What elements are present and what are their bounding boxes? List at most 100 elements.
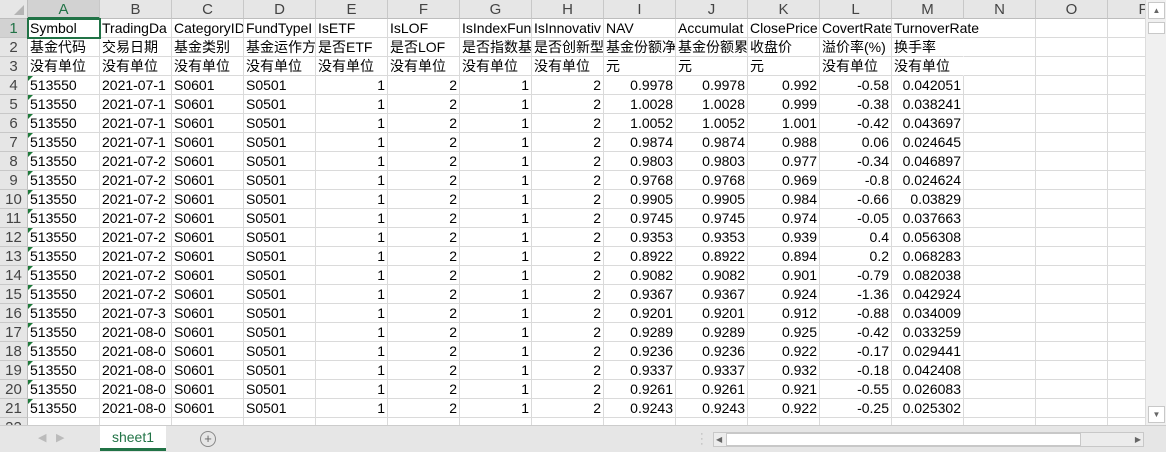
cell-L13[interactable]: 0.2 bbox=[820, 247, 892, 266]
row-header-6[interactable]: 6 bbox=[0, 114, 28, 133]
cell-M12[interactable]: 0.056308 bbox=[892, 228, 964, 247]
row-header-18[interactable]: 18 bbox=[0, 342, 28, 361]
cell-C20[interactable]: S0601 bbox=[172, 380, 244, 399]
cell-A6[interactable]: 513550 bbox=[28, 114, 100, 133]
column-header-I[interactable]: I bbox=[604, 0, 676, 19]
column-header-G[interactable]: G bbox=[460, 0, 532, 19]
empty-cell[interactable] bbox=[964, 285, 1036, 304]
cell-G6[interactable]: 1 bbox=[460, 114, 532, 133]
empty-cell[interactable] bbox=[964, 342, 1036, 361]
cell-D3[interactable]: 没有单位 bbox=[244, 57, 316, 76]
cell-K2[interactable]: 收盘价 bbox=[748, 38, 820, 57]
cell-G8[interactable]: 1 bbox=[460, 152, 532, 171]
cell-H18[interactable]: 2 bbox=[532, 342, 604, 361]
cell-B1[interactable]: TradingDa bbox=[100, 19, 172, 38]
cell-D8[interactable]: S0501 bbox=[244, 152, 316, 171]
cell-G13[interactable]: 1 bbox=[460, 247, 532, 266]
empty-cell[interactable] bbox=[1108, 380, 1145, 399]
cell-B3[interactable]: 没有单位 bbox=[100, 57, 172, 76]
empty-cell[interactable] bbox=[1036, 342, 1108, 361]
row-header-17[interactable]: 17 bbox=[0, 323, 28, 342]
cell-M21[interactable]: 0.025302 bbox=[892, 399, 964, 418]
cell-H9[interactable]: 2 bbox=[532, 171, 604, 190]
next-sheet-icon[interactable]: ▶ bbox=[56, 432, 65, 444]
cell-K21[interactable]: 0.922 bbox=[748, 399, 820, 418]
cell-K20[interactable]: 0.921 bbox=[748, 380, 820, 399]
empty-cell[interactable] bbox=[1036, 209, 1108, 228]
cell-G2[interactable]: 是否指数基 bbox=[460, 38, 532, 57]
empty-cell[interactable] bbox=[1036, 133, 1108, 152]
cell-K6[interactable]: 1.001 bbox=[748, 114, 820, 133]
column-header-B[interactable]: B bbox=[100, 0, 172, 19]
cell-J12[interactable]: 0.9353 bbox=[676, 228, 748, 247]
cell-C17[interactable]: S0601 bbox=[172, 323, 244, 342]
cell-I4[interactable]: 0.9978 bbox=[604, 76, 676, 95]
empty-cell[interactable] bbox=[388, 418, 460, 425]
empty-cell[interactable] bbox=[964, 361, 1036, 380]
cell-C6[interactable]: S0601 bbox=[172, 114, 244, 133]
cell-K11[interactable]: 0.974 bbox=[748, 209, 820, 228]
cell-F15[interactable]: 2 bbox=[388, 285, 460, 304]
cell-G12[interactable]: 1 bbox=[460, 228, 532, 247]
cell-A12[interactable]: 513550 bbox=[28, 228, 100, 247]
cell-D19[interactable]: S0501 bbox=[244, 361, 316, 380]
cell-D14[interactable]: S0501 bbox=[244, 266, 316, 285]
cell-E20[interactable]: 1 bbox=[316, 380, 388, 399]
cell-I3[interactable]: 元 bbox=[604, 57, 676, 76]
cell-M17[interactable]: 0.033259 bbox=[892, 323, 964, 342]
cell-E19[interactable]: 1 bbox=[316, 361, 388, 380]
cell-F18[interactable]: 2 bbox=[388, 342, 460, 361]
cell-K13[interactable]: 0.894 bbox=[748, 247, 820, 266]
column-header-F[interactable]: F bbox=[388, 0, 460, 19]
cell-D7[interactable]: S0501 bbox=[244, 133, 316, 152]
cell-I5[interactable]: 1.0028 bbox=[604, 95, 676, 114]
cell-H12[interactable]: 2 bbox=[532, 228, 604, 247]
empty-cell[interactable] bbox=[460, 418, 532, 425]
empty-cell[interactable] bbox=[964, 95, 1036, 114]
horizontal-scroll-thumb[interactable] bbox=[726, 433, 1081, 446]
cell-H11[interactable]: 2 bbox=[532, 209, 604, 228]
empty-cell[interactable] bbox=[964, 57, 1036, 76]
cell-K1[interactable]: ClosePrice bbox=[748, 19, 820, 38]
cell-J13[interactable]: 0.8922 bbox=[676, 247, 748, 266]
cell-H4[interactable]: 2 bbox=[532, 76, 604, 95]
cell-A4[interactable]: 513550 bbox=[28, 76, 100, 95]
cell-H14[interactable]: 2 bbox=[532, 266, 604, 285]
cell-M6[interactable]: 0.043697 bbox=[892, 114, 964, 133]
cell-I7[interactable]: 0.9874 bbox=[604, 133, 676, 152]
cell-I15[interactable]: 0.9367 bbox=[604, 285, 676, 304]
cell-E12[interactable]: 1 bbox=[316, 228, 388, 247]
row-header-5[interactable]: 5 bbox=[0, 95, 28, 114]
empty-cell[interactable] bbox=[964, 190, 1036, 209]
empty-cell[interactable] bbox=[1108, 171, 1145, 190]
empty-cell[interactable] bbox=[1108, 361, 1145, 380]
cell-B9[interactable]: 2021-07-2 bbox=[100, 171, 172, 190]
column-header-D[interactable]: D bbox=[244, 0, 316, 19]
cell-A16[interactable]: 513550 bbox=[28, 304, 100, 323]
empty-cell[interactable] bbox=[1108, 57, 1145, 76]
cell-I10[interactable]: 0.9905 bbox=[604, 190, 676, 209]
cell-F13[interactable]: 2 bbox=[388, 247, 460, 266]
row-header-16[interactable]: 16 bbox=[0, 304, 28, 323]
cell-E16[interactable]: 1 bbox=[316, 304, 388, 323]
column-header-A[interactable]: A bbox=[28, 0, 100, 19]
cell-H21[interactable]: 2 bbox=[532, 399, 604, 418]
column-header-N[interactable]: N bbox=[964, 0, 1036, 19]
empty-cell[interactable] bbox=[964, 19, 1036, 38]
cell-I6[interactable]: 1.0052 bbox=[604, 114, 676, 133]
cell-J19[interactable]: 0.9337 bbox=[676, 361, 748, 380]
cell-A13[interactable]: 513550 bbox=[28, 247, 100, 266]
cell-G17[interactable]: 1 bbox=[460, 323, 532, 342]
empty-cell[interactable] bbox=[1108, 342, 1145, 361]
scroll-right-icon[interactable]: ▶ bbox=[1134, 435, 1141, 444]
empty-cell[interactable] bbox=[1108, 418, 1145, 425]
cell-B7[interactable]: 2021-07-1 bbox=[100, 133, 172, 152]
cell-H2[interactable]: 是否创新型 bbox=[532, 38, 604, 57]
cell-E2[interactable]: 是否ETF bbox=[316, 38, 388, 57]
horizontal-scrollbar[interactable]: ◀ ▶ bbox=[713, 432, 1144, 447]
cell-B17[interactable]: 2021-08-0 bbox=[100, 323, 172, 342]
cell-M10[interactable]: 0.03829 bbox=[892, 190, 964, 209]
cell-H3[interactable]: 没有单位 bbox=[532, 57, 604, 76]
cell-D20[interactable]: S0501 bbox=[244, 380, 316, 399]
empty-cell[interactable] bbox=[964, 152, 1036, 171]
